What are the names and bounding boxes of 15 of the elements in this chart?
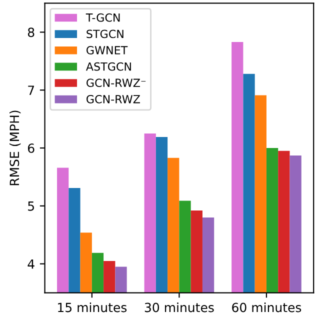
y-tick-label: 6: [28, 143, 34, 153]
y-tick-label: 7: [28, 86, 34, 95]
x-tick-label: 15 minutes: [58, 302, 127, 312]
legend-label: GCN-RWZ⁻: [86, 78, 146, 88]
y-axis-title: RMSE (MPH): [9, 110, 21, 186]
legend-label: ASTGCN: [86, 62, 131, 71]
y-tick-label: 8: [28, 28, 34, 38]
x-tick-label: 30 minutes: [144, 302, 214, 312]
legend-label: GCN-RWZ: [86, 94, 140, 104]
y-tick-label: 4: [28, 259, 34, 269]
y-tick-label: 5: [28, 202, 34, 211]
legend-label: T-GCN: [86, 13, 120, 22]
legend-label: STGCN: [86, 30, 124, 38]
x-tick-label: 60 minutes: [232, 302, 302, 312]
legend-label: GWNET: [86, 46, 128, 54]
